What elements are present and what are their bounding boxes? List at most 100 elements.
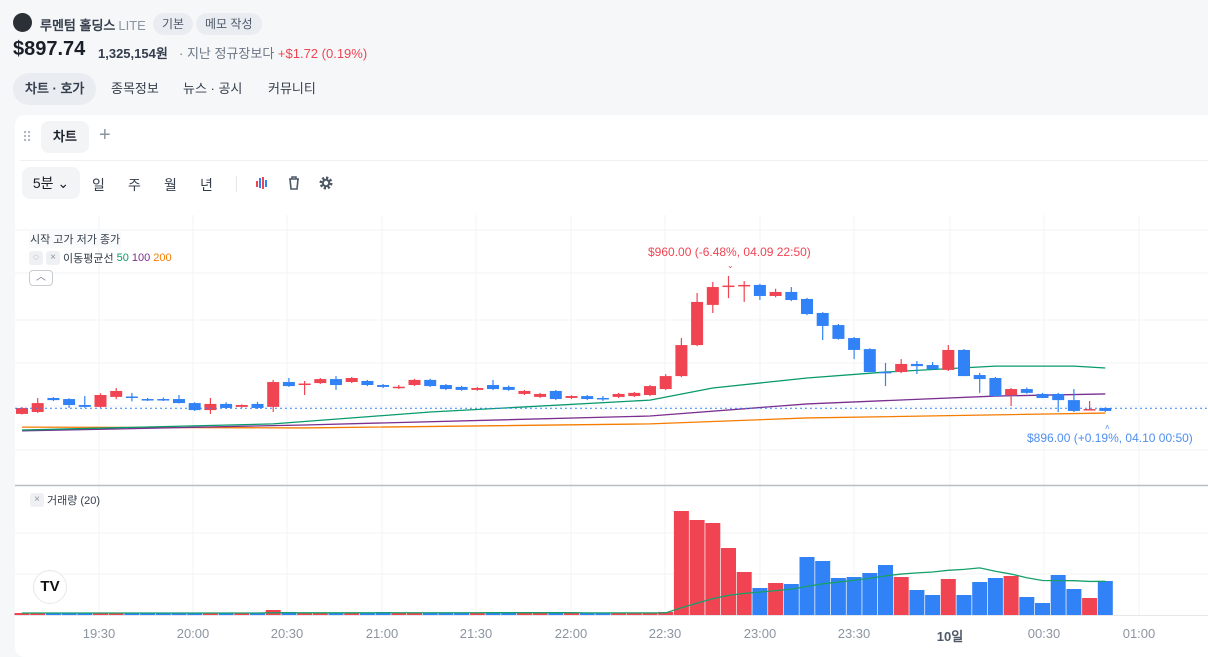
ma200-line bbox=[21, 412, 1106, 429]
volume-bar bbox=[1066, 589, 1082, 615]
candle-body bbox=[471, 387, 484, 390]
collapse-legend-button[interactable]: ︿ bbox=[29, 270, 53, 286]
candle-style-icon[interactable] bbox=[254, 175, 270, 191]
candle-body bbox=[188, 403, 201, 411]
candle-body bbox=[659, 376, 672, 390]
volume-bar bbox=[721, 548, 736, 615]
candle-body bbox=[125, 396, 138, 398]
candle-body bbox=[63, 399, 76, 405]
tradingview-logo[interactable]: TV bbox=[33, 570, 67, 604]
candle-body bbox=[801, 298, 813, 315]
volume-bar bbox=[14, 613, 30, 615]
volume-bar bbox=[752, 588, 768, 615]
candle-body bbox=[863, 349, 876, 373]
candle-body bbox=[173, 399, 185, 404]
time-axis-label: 20:30 bbox=[270, 626, 304, 641]
tab-community[interactable]: 커뮤니티 bbox=[268, 81, 316, 96]
remove-volume-icon[interactable]: × bbox=[30, 493, 44, 507]
volume-bar bbox=[422, 613, 438, 615]
candle-body bbox=[706, 287, 719, 305]
volume-bar bbox=[956, 595, 972, 615]
tab-chart-orderbook[interactable]: 차트 · 호가 bbox=[13, 73, 97, 105]
volume-bar bbox=[579, 613, 595, 615]
candle-body bbox=[628, 392, 641, 397]
candle-body bbox=[942, 349, 955, 370]
volume-bar bbox=[202, 613, 218, 615]
candle-body bbox=[691, 301, 704, 346]
hide-eye-icon[interactable]: ◌ bbox=[29, 251, 43, 265]
volume-bar bbox=[673, 511, 689, 615]
volume-bar bbox=[642, 613, 658, 615]
candle-body bbox=[1067, 400, 1080, 411]
remove-ma-icon[interactable]: × bbox=[46, 251, 60, 265]
time-axis-label: 23:30 bbox=[837, 626, 871, 641]
volume-bar bbox=[878, 565, 893, 615]
candle-body bbox=[753, 284, 766, 296]
add-tab-button[interactable]: + bbox=[99, 124, 111, 146]
volume-bar bbox=[312, 613, 328, 615]
chevron-down-icon: ⌄ bbox=[57, 175, 70, 191]
candle-body bbox=[549, 390, 562, 400]
interval-select[interactable]: 5분 ⌄ bbox=[22, 167, 80, 199]
change-value: +$1.72 (0.19%) bbox=[277, 46, 368, 61]
period-day[interactable]: 일 bbox=[92, 177, 105, 193]
volume-bar bbox=[140, 613, 156, 615]
volume-bar bbox=[1097, 581, 1113, 615]
chart-tab[interactable]: 차트 bbox=[41, 121, 89, 153]
volume-bar bbox=[344, 613, 360, 615]
gear-icon[interactable] bbox=[318, 175, 334, 191]
candle-body bbox=[110, 390, 123, 397]
volume-bar bbox=[108, 613, 124, 615]
volume-bar bbox=[1082, 598, 1098, 615]
price-change: · 지난 정규장보다 +$1.72 (0.19%) bbox=[179, 46, 368, 61]
drag-handle-icon[interactable]: ⠿ bbox=[22, 129, 33, 145]
time-axis-label: 01:00 bbox=[1122, 626, 1156, 641]
ma-legend: ◌ × 이동평균선 50 100 200 bbox=[29, 250, 172, 266]
volume-bar bbox=[1050, 575, 1066, 615]
candle-body bbox=[895, 363, 908, 373]
ma200-label: 200 bbox=[153, 252, 172, 264]
candle-body bbox=[1005, 389, 1018, 395]
candle-body bbox=[989, 378, 1002, 397]
volume-bar bbox=[171, 613, 187, 615]
period-month[interactable]: 월 bbox=[164, 177, 177, 193]
volume-bar bbox=[61, 613, 77, 615]
tab-stock-info[interactable]: 종목정보 bbox=[111, 81, 159, 96]
toolbar-separator bbox=[236, 176, 237, 192]
trash-icon[interactable] bbox=[286, 175, 302, 191]
volume-bar bbox=[768, 583, 784, 615]
time-axis-label: 22:30 bbox=[648, 626, 682, 641]
volume-bar bbox=[30, 613, 46, 615]
chart-card bbox=[15, 115, 1208, 657]
candle-body bbox=[785, 291, 798, 301]
period-year[interactable]: 년 bbox=[200, 177, 213, 193]
write-memo-button[interactable]: 메모 작성 bbox=[196, 13, 262, 35]
volume-bar bbox=[548, 613, 564, 615]
candle-body bbox=[361, 380, 374, 386]
candle-body bbox=[926, 365, 939, 370]
volume-bar bbox=[328, 613, 344, 615]
volume-bar bbox=[124, 613, 140, 615]
candle-body bbox=[910, 363, 923, 367]
time-axis-label: 23:00 bbox=[743, 626, 777, 641]
volume-bar bbox=[626, 613, 642, 615]
ma100-label: 100 bbox=[131, 252, 151, 264]
candle-body bbox=[1052, 393, 1065, 401]
high-annotation: $960.00 (-6.48%, 04.09 22:50) bbox=[648, 245, 811, 259]
candle-body bbox=[345, 378, 358, 383]
ohlc-legend: 시작 고가 저가 종가 bbox=[29, 230, 122, 248]
candle-body bbox=[1083, 409, 1096, 411]
candle-body bbox=[16, 407, 28, 414]
volume-bar bbox=[564, 613, 579, 615]
tab-news[interactable]: 뉴스 · 공시 bbox=[183, 81, 243, 96]
candle-body bbox=[675, 345, 688, 377]
candle-body bbox=[612, 393, 625, 397]
volume-bar bbox=[297, 613, 313, 615]
period-week[interactable]: 주 bbox=[128, 177, 141, 193]
candle-body bbox=[644, 386, 656, 395]
volume-bar bbox=[783, 584, 799, 615]
volume-bar bbox=[391, 613, 407, 615]
candle-body bbox=[738, 284, 751, 287]
badge-basic[interactable]: 기본 bbox=[153, 13, 194, 35]
